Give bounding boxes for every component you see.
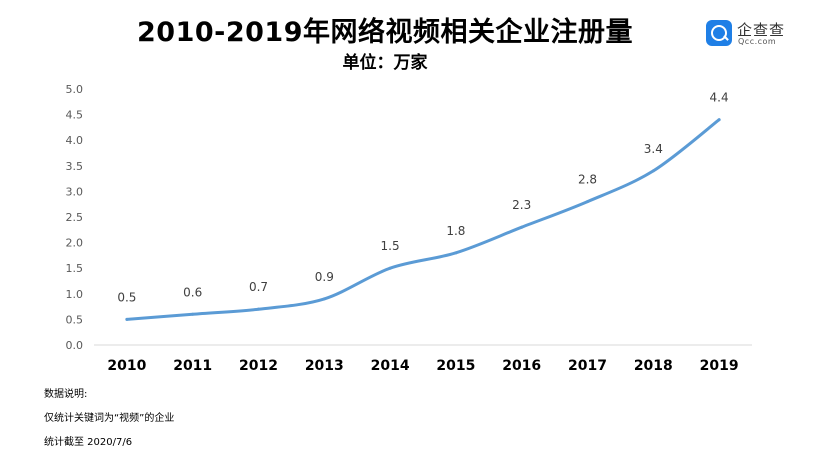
y-tick-label: 4.0 bbox=[66, 134, 84, 147]
data-label: 3.4 bbox=[644, 142, 663, 156]
data-notes: 数据说明: 仅统计关键词为“视频”的企业 统计截至 2020/7/6 bbox=[44, 383, 174, 455]
data-label: 0.6 bbox=[183, 285, 202, 299]
y-tick-label: 1.5 bbox=[66, 262, 84, 275]
data-label: 1.5 bbox=[381, 239, 400, 253]
x-tick-label: 2016 bbox=[502, 358, 541, 374]
data-point bbox=[257, 307, 260, 311]
data-point bbox=[717, 118, 721, 122]
x-tick-label: 2014 bbox=[371, 358, 410, 374]
data-label: 0.5 bbox=[117, 290, 136, 304]
x-tick-label: 2019 bbox=[700, 358, 739, 374]
y-tick-label: 3.5 bbox=[66, 160, 84, 173]
x-tick-label: 2010 bbox=[107, 358, 146, 374]
x-tick-label: 2013 bbox=[305, 358, 344, 374]
data-label: 0.9 bbox=[315, 270, 334, 284]
qcc-logo-icon bbox=[706, 20, 732, 46]
brand-sub: Qcc.com bbox=[738, 37, 777, 46]
data-label: 2.8 bbox=[578, 173, 597, 187]
notes-heading: 数据说明: bbox=[44, 389, 88, 400]
y-tick-label: 3.0 bbox=[66, 185, 84, 198]
data-point bbox=[191, 312, 195, 316]
x-tick-label: 2018 bbox=[634, 358, 673, 374]
y-tick-label: 0.0 bbox=[66, 339, 84, 352]
series-line bbox=[125, 118, 721, 321]
chart-title: 2010-2019年网络视频相关企业注册量 bbox=[137, 17, 633, 48]
chart-subtitle: 单位：万家 bbox=[342, 53, 428, 73]
brand-name: 企查查 bbox=[737, 21, 786, 39]
data-label: 0.7 bbox=[249, 280, 268, 294]
y-tick-label: 0.5 bbox=[66, 313, 84, 326]
data-label: 1.8 bbox=[446, 224, 465, 238]
x-tick-label: 2017 bbox=[568, 358, 607, 374]
x-tick-label: 2012 bbox=[239, 358, 278, 374]
y-tick-label: 2.5 bbox=[66, 211, 84, 224]
y-tick-label: 4.5 bbox=[66, 109, 84, 122]
data-label: 2.3 bbox=[512, 198, 531, 212]
y-tick-label: 1.0 bbox=[66, 288, 84, 301]
data-label: 4.4 bbox=[710, 91, 729, 105]
data-point bbox=[388, 266, 392, 270]
data-point bbox=[586, 200, 589, 204]
data-point bbox=[520, 225, 524, 229]
data-point bbox=[322, 297, 326, 301]
notes-line-1: 仅统计关键词为“视频”的企业 bbox=[44, 413, 175, 424]
y-tick-label: 5.0 bbox=[66, 83, 84, 96]
data-point bbox=[454, 251, 458, 255]
x-tick-label: 2011 bbox=[173, 358, 212, 374]
notes-line-2: 统计截至 2020/7/6 bbox=[44, 437, 133, 448]
data-point bbox=[651, 169, 655, 173]
x-tick-label: 2015 bbox=[436, 358, 475, 374]
brand-logo: 企查查 Qcc.com bbox=[706, 18, 802, 50]
data-point bbox=[125, 317, 129, 321]
y-tick-label: 2.0 bbox=[66, 237, 84, 250]
